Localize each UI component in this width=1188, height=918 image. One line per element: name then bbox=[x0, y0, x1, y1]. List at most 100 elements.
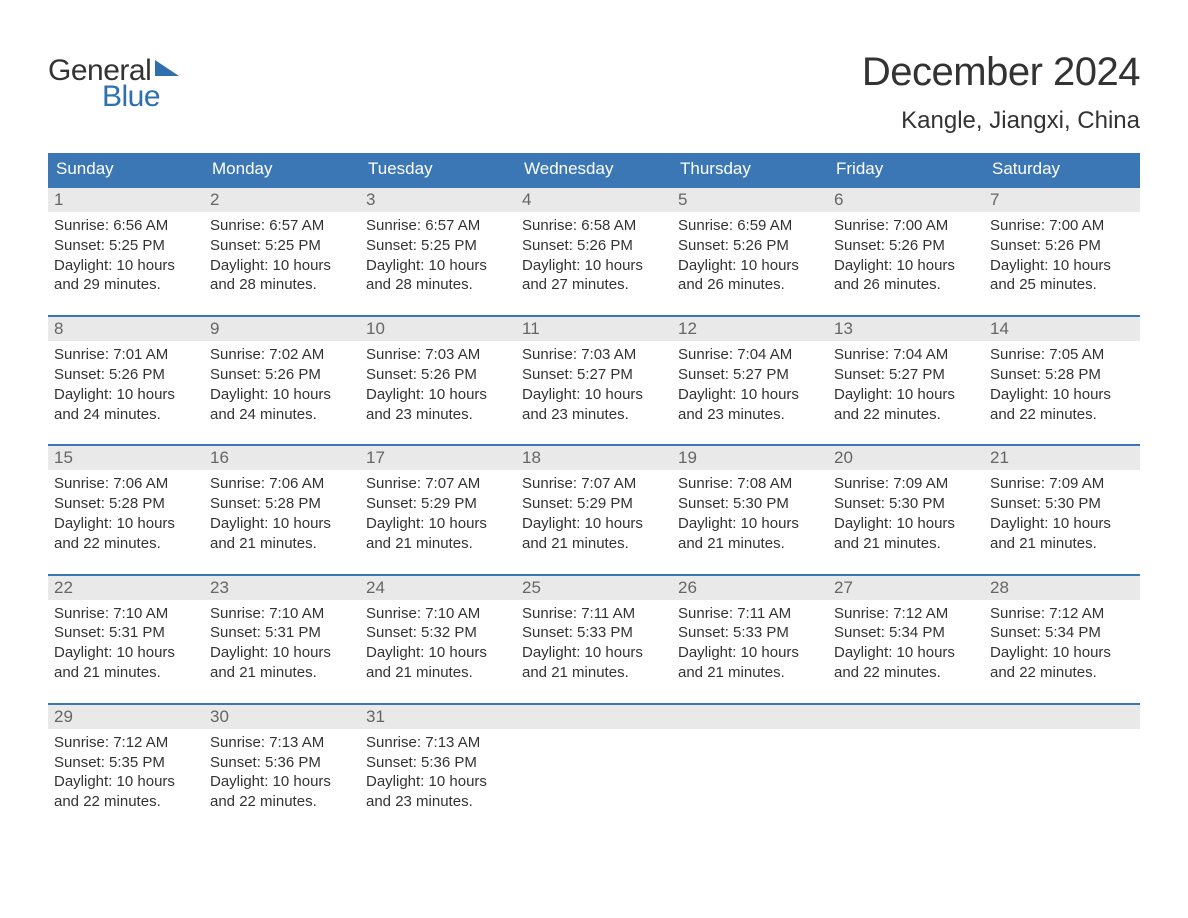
day-daylight1-text: Daylight: 10 hours bbox=[210, 772, 354, 792]
logo-sail-icon bbox=[153, 58, 181, 82]
day-number: 29 bbox=[48, 705, 204, 729]
day-sunrise-text: Sunrise: 7:06 AM bbox=[54, 474, 198, 494]
day-sunset-text: Sunset: 5:26 PM bbox=[678, 236, 822, 256]
day-sunrise-text: Sunrise: 7:03 AM bbox=[522, 345, 666, 365]
day-daylight1-text: Daylight: 10 hours bbox=[54, 643, 198, 663]
day-cell: 9Sunrise: 7:02 AMSunset: 5:26 PMDaylight… bbox=[204, 317, 360, 430]
day-body: Sunrise: 7:12 AMSunset: 5:34 PMDaylight:… bbox=[828, 600, 984, 689]
day-body: Sunrise: 7:04 AMSunset: 5:27 PMDaylight:… bbox=[672, 341, 828, 430]
day-number: 26 bbox=[672, 576, 828, 600]
day-body: Sunrise: 7:03 AMSunset: 5:27 PMDaylight:… bbox=[516, 341, 672, 430]
day-body: Sunrise: 7:10 AMSunset: 5:32 PMDaylight:… bbox=[360, 600, 516, 689]
day-sunrise-text: Sunrise: 7:06 AM bbox=[210, 474, 354, 494]
day-sunrise-text: Sunrise: 7:13 AM bbox=[366, 733, 510, 753]
day-sunset-text: Sunset: 5:27 PM bbox=[678, 365, 822, 385]
day-sunrise-text: Sunrise: 7:07 AM bbox=[522, 474, 666, 494]
day-daylight2-text: and 24 minutes. bbox=[210, 405, 354, 425]
day-cell: 7Sunrise: 7:00 AMSunset: 5:26 PMDaylight… bbox=[984, 188, 1140, 301]
day-daylight1-text: Daylight: 10 hours bbox=[210, 256, 354, 276]
day-sunset-text: Sunset: 5:29 PM bbox=[366, 494, 510, 514]
day-daylight2-text: and 21 minutes. bbox=[366, 534, 510, 554]
day-sunrise-text: Sunrise: 6:56 AM bbox=[54, 216, 198, 236]
day-cell bbox=[828, 705, 984, 818]
day-number: 6 bbox=[828, 188, 984, 212]
day-sunrise-text: Sunrise: 7:04 AM bbox=[678, 345, 822, 365]
day-body: Sunrise: 7:07 AMSunset: 5:29 PMDaylight:… bbox=[516, 470, 672, 559]
day-cell: 26Sunrise: 7:11 AMSunset: 5:33 PMDayligh… bbox=[672, 576, 828, 689]
day-daylight2-text: and 21 minutes. bbox=[834, 534, 978, 554]
day-daylight1-text: Daylight: 10 hours bbox=[210, 643, 354, 663]
calendar-grid: Sunday Monday Tuesday Wednesday Thursday… bbox=[48, 153, 1140, 818]
day-sunrise-text: Sunrise: 7:12 AM bbox=[990, 604, 1134, 624]
day-sunrise-text: Sunrise: 7:10 AM bbox=[366, 604, 510, 624]
day-sunset-text: Sunset: 5:26 PM bbox=[54, 365, 198, 385]
day-body: Sunrise: 7:09 AMSunset: 5:30 PMDaylight:… bbox=[984, 470, 1140, 559]
day-sunset-text: Sunset: 5:35 PM bbox=[54, 753, 198, 773]
day-sunset-text: Sunset: 5:26 PM bbox=[522, 236, 666, 256]
day-daylight2-text: and 22 minutes. bbox=[210, 792, 354, 812]
day-cell bbox=[672, 705, 828, 818]
day-body: Sunrise: 6:57 AMSunset: 5:25 PMDaylight:… bbox=[204, 212, 360, 301]
day-number: 23 bbox=[204, 576, 360, 600]
logo-word-blue: Blue bbox=[102, 82, 181, 112]
empty-day-number bbox=[828, 705, 984, 729]
day-body: Sunrise: 6:59 AMSunset: 5:26 PMDaylight:… bbox=[672, 212, 828, 301]
day-cell: 8Sunrise: 7:01 AMSunset: 5:26 PMDaylight… bbox=[48, 317, 204, 430]
weekday-heading: Monday bbox=[204, 153, 360, 186]
day-body: Sunrise: 6:57 AMSunset: 5:25 PMDaylight:… bbox=[360, 212, 516, 301]
day-sunset-text: Sunset: 5:28 PM bbox=[210, 494, 354, 514]
day-number: 3 bbox=[360, 188, 516, 212]
generalblue-logo: General Blue bbox=[48, 50, 181, 112]
day-body: Sunrise: 7:11 AMSunset: 5:33 PMDaylight:… bbox=[516, 600, 672, 689]
week-row: 15Sunrise: 7:06 AMSunset: 5:28 PMDayligh… bbox=[48, 444, 1140, 559]
day-daylight1-text: Daylight: 10 hours bbox=[678, 514, 822, 534]
day-number: 7 bbox=[984, 188, 1140, 212]
day-sunrise-text: Sunrise: 7:07 AM bbox=[366, 474, 510, 494]
day-body: Sunrise: 6:56 AMSunset: 5:25 PMDaylight:… bbox=[48, 212, 204, 301]
day-sunrise-text: Sunrise: 7:11 AM bbox=[678, 604, 822, 624]
week-row: 29Sunrise: 7:12 AMSunset: 5:35 PMDayligh… bbox=[48, 703, 1140, 818]
day-sunrise-text: Sunrise: 7:00 AM bbox=[990, 216, 1134, 236]
weekday-header-row: Sunday Monday Tuesday Wednesday Thursday… bbox=[48, 153, 1140, 186]
day-sunset-text: Sunset: 5:33 PM bbox=[678, 623, 822, 643]
day-number: 16 bbox=[204, 446, 360, 470]
day-sunset-text: Sunset: 5:26 PM bbox=[990, 236, 1134, 256]
day-cell: 15Sunrise: 7:06 AMSunset: 5:28 PMDayligh… bbox=[48, 446, 204, 559]
weekday-heading: Sunday bbox=[48, 153, 204, 186]
day-body: Sunrise: 6:58 AMSunset: 5:26 PMDaylight:… bbox=[516, 212, 672, 301]
day-daylight2-text: and 22 minutes. bbox=[54, 534, 198, 554]
day-cell: 30Sunrise: 7:13 AMSunset: 5:36 PMDayligh… bbox=[204, 705, 360, 818]
day-cell: 16Sunrise: 7:06 AMSunset: 5:28 PMDayligh… bbox=[204, 446, 360, 559]
day-daylight1-text: Daylight: 10 hours bbox=[990, 514, 1134, 534]
empty-day-number bbox=[672, 705, 828, 729]
day-sunset-text: Sunset: 5:33 PM bbox=[522, 623, 666, 643]
day-sunrise-text: Sunrise: 7:09 AM bbox=[990, 474, 1134, 494]
day-number: 12 bbox=[672, 317, 828, 341]
day-daylight1-text: Daylight: 10 hours bbox=[522, 643, 666, 663]
day-sunset-text: Sunset: 5:31 PM bbox=[54, 623, 198, 643]
day-sunset-text: Sunset: 5:25 PM bbox=[210, 236, 354, 256]
day-cell: 4Sunrise: 6:58 AMSunset: 5:26 PMDaylight… bbox=[516, 188, 672, 301]
day-cell: 27Sunrise: 7:12 AMSunset: 5:34 PMDayligh… bbox=[828, 576, 984, 689]
day-number: 28 bbox=[984, 576, 1140, 600]
day-body: Sunrise: 7:03 AMSunset: 5:26 PMDaylight:… bbox=[360, 341, 516, 430]
day-number: 30 bbox=[204, 705, 360, 729]
day-cell: 1Sunrise: 6:56 AMSunset: 5:25 PMDaylight… bbox=[48, 188, 204, 301]
day-daylight1-text: Daylight: 10 hours bbox=[54, 772, 198, 792]
day-number: 10 bbox=[360, 317, 516, 341]
day-sunset-text: Sunset: 5:28 PM bbox=[990, 365, 1134, 385]
day-sunrise-text: Sunrise: 7:08 AM bbox=[678, 474, 822, 494]
day-sunrise-text: Sunrise: 6:57 AM bbox=[210, 216, 354, 236]
day-cell: 22Sunrise: 7:10 AMSunset: 5:31 PMDayligh… bbox=[48, 576, 204, 689]
day-sunset-text: Sunset: 5:26 PM bbox=[834, 236, 978, 256]
day-daylight1-text: Daylight: 10 hours bbox=[366, 514, 510, 534]
location-subtitle: Kangle, Jiangxi, China bbox=[862, 107, 1140, 135]
day-cell: 5Sunrise: 6:59 AMSunset: 5:26 PMDaylight… bbox=[672, 188, 828, 301]
day-sunrise-text: Sunrise: 7:01 AM bbox=[54, 345, 198, 365]
day-daylight2-text: and 23 minutes. bbox=[522, 405, 666, 425]
day-cell: 11Sunrise: 7:03 AMSunset: 5:27 PMDayligh… bbox=[516, 317, 672, 430]
day-body: Sunrise: 7:13 AMSunset: 5:36 PMDaylight:… bbox=[360, 729, 516, 818]
day-sunset-text: Sunset: 5:36 PM bbox=[210, 753, 354, 773]
day-daylight1-text: Daylight: 10 hours bbox=[522, 514, 666, 534]
day-sunrise-text: Sunrise: 7:00 AM bbox=[834, 216, 978, 236]
